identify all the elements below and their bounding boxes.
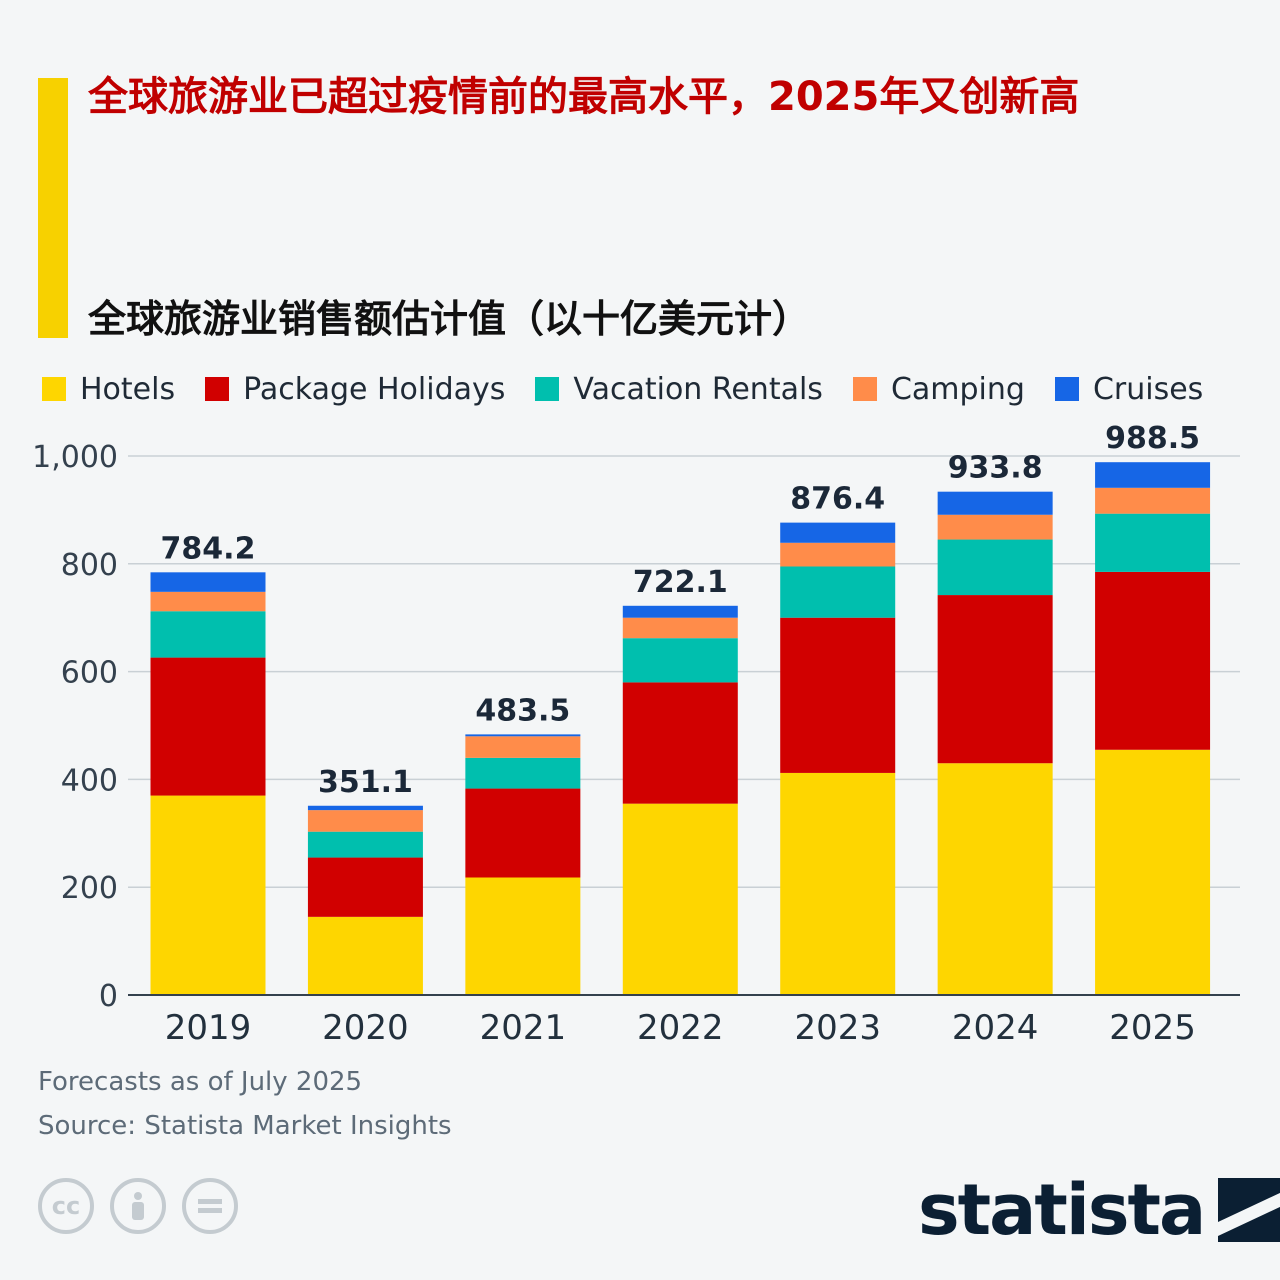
bar-segment-camping-2022[interactable] <box>622 617 738 639</box>
x-tick-label-2022: 2022 <box>637 1008 724 1048</box>
chart-title: 全球旅游业已超过疫情前的最高水平，2025年又创新高 <box>88 74 1080 120</box>
bar-segment-package-holidays-2023[interactable] <box>780 617 896 773</box>
x-tick-label-2021: 2021 <box>480 1008 567 1048</box>
bar-segment-cruises-2023[interactable] <box>780 522 896 543</box>
bar-segment-vacation-rentals-2019[interactable] <box>150 611 266 658</box>
forecast-note: Forecasts as of July 2025 <box>38 1067 363 1097</box>
legend-label: Vacation Rentals <box>573 371 823 407</box>
logo-wordmark: statista <box>918 1169 1206 1251</box>
chart-subtitle: 全球旅游业销售额估计值（以十亿美元计） <box>88 297 811 341</box>
bar-segment-hotels-2023[interactable] <box>780 772 896 995</box>
bar-segment-cruises-2024[interactable] <box>937 491 1053 515</box>
x-tick-label-2019: 2019 <box>165 1008 252 1048</box>
legend-item-vacation-rentals[interactable]: Vacation Rentals <box>535 372 823 407</box>
legend-item-package-holidays[interactable]: Package Holidays <box>205 372 505 407</box>
total-label-2021: 483.5 <box>475 693 570 728</box>
cc-icon[interactable]: cc <box>38 1178 94 1234</box>
total-label-2023: 876.4 <box>790 482 885 517</box>
y-tick-label: 800 <box>61 548 118 583</box>
total-label-2019: 784.2 <box>161 531 256 566</box>
bar-segment-vacation-rentals-2021[interactable] <box>465 757 581 789</box>
x-tick-label-2025: 2025 <box>1109 1008 1196 1048</box>
x-tick-label-2020: 2020 <box>322 1008 409 1048</box>
bar-segment-hotels-2024[interactable] <box>937 763 1053 995</box>
statista-logo[interactable]: statista <box>918 1172 1280 1248</box>
bar-segment-camping-2020[interactable] <box>307 810 423 832</box>
legend: Hotels Package Holidays Vacation Rentals Ca… <box>42 366 1262 412</box>
bar-segment-package-holidays-2025[interactable] <box>1095 571 1211 750</box>
chart-notes: Forecasts as of July 2025 Source: Statis… <box>38 1060 452 1148</box>
total-label-2022: 722.1 <box>633 565 728 600</box>
bar-segment-vacation-rentals-2025[interactable] <box>1095 513 1211 572</box>
bar-segment-cruises-2019[interactable] <box>150 572 266 592</box>
y-tick-label: 200 <box>61 871 118 906</box>
x-tick-label-2023: 2023 <box>794 1008 881 1048</box>
attribution-icon[interactable] <box>110 1178 166 1234</box>
legend-label: Camping <box>890 371 1025 407</box>
bar-segment-camping-2021[interactable] <box>465 736 581 758</box>
y-tick-label: 400 <box>61 763 118 798</box>
bar-segment-package-holidays-2022[interactable] <box>622 682 738 804</box>
bar-segment-cruises-2021[interactable] <box>465 734 581 737</box>
bar-segment-vacation-rentals-2023[interactable] <box>780 566 896 618</box>
y-tick-label: 0 <box>99 979 118 1014</box>
y-tick-label: 1,000 <box>32 440 118 475</box>
bar-segment-hotels-2020[interactable] <box>307 916 423 995</box>
legend-swatch <box>205 377 230 401</box>
legend-swatch <box>1054 377 1079 401</box>
bar-segment-package-holidays-2019[interactable] <box>150 657 266 796</box>
legend-swatch <box>535 377 560 401</box>
total-label-2025: 988.5 <box>1105 421 1200 456</box>
bar-segment-cruises-2022[interactable] <box>622 605 738 618</box>
total-label-2024: 933.8 <box>948 451 1043 486</box>
bar-segment-hotels-2019[interactable] <box>150 795 266 995</box>
bar-segment-camping-2019[interactable] <box>150 591 266 612</box>
bar-segment-package-holidays-2020[interactable] <box>307 857 423 917</box>
bar-segment-vacation-rentals-2022[interactable] <box>622 638 738 683</box>
y-tick-label: 600 <box>61 656 118 691</box>
bar-segment-hotels-2025[interactable] <box>1095 749 1211 995</box>
legend-swatch <box>42 377 66 401</box>
license-icons: cc <box>38 1178 238 1234</box>
bar-segment-camping-2024[interactable] <box>937 514 1053 540</box>
bar-segment-camping-2025[interactable] <box>1095 487 1211 514</box>
bar-segment-camping-2023[interactable] <box>780 542 896 567</box>
bar-segment-vacation-rentals-2024[interactable] <box>937 539 1053 596</box>
bar-segment-vacation-rentals-2020[interactable] <box>307 831 423 858</box>
x-tick-label-2024: 2024 <box>952 1008 1039 1048</box>
legend-swatch <box>852 377 877 401</box>
legend-item-camping[interactable]: Camping <box>852 371 1025 407</box>
bar-segment-cruises-2025[interactable] <box>1095 462 1211 488</box>
legend-label: Hotels <box>80 371 176 407</box>
legend-item-hotels[interactable]: Hotels <box>42 372 175 407</box>
bar-segment-cruises-2020[interactable] <box>307 805 423 811</box>
bar-segment-hotels-2021[interactable] <box>465 877 581 995</box>
bar-segment-hotels-2022[interactable] <box>622 803 738 995</box>
total-label-2020: 351.1 <box>318 765 413 800</box>
no-derivatives-icon[interactable] <box>182 1178 238 1234</box>
legend-label: Package Holidays <box>243 371 506 407</box>
stacked-bar-chart: 0 200 400 600 800 1,000 784.2 2019 351.1 2020 483.… <box>32 421 1240 1048</box>
legend-label: Cruises <box>1092 371 1204 407</box>
source-note: Source: Statista Market Insights <box>38 1111 452 1141</box>
accent-bar <box>38 78 68 338</box>
bar-segment-package-holidays-2024[interactable] <box>937 595 1053 764</box>
legend-item-cruises[interactable]: Cruises <box>1054 371 1204 407</box>
statista-mark-icon <box>1218 1178 1280 1242</box>
bar-segment-package-holidays-2021[interactable] <box>465 788 581 878</box>
